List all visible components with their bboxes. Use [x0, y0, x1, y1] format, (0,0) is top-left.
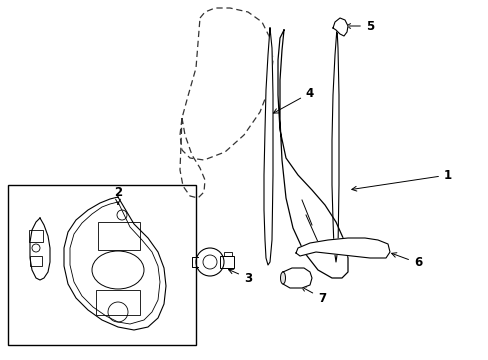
Bar: [8, 185, 196, 345]
Text: 5: 5: [345, 19, 373, 32]
Text: 4: 4: [273, 86, 313, 113]
Polygon shape: [332, 18, 347, 36]
Polygon shape: [331, 28, 338, 262]
Polygon shape: [282, 268, 311, 288]
Bar: [220, 256, 234, 268]
Bar: [98, 222, 140, 250]
Polygon shape: [264, 28, 272, 265]
Polygon shape: [295, 238, 389, 258]
Text: 1: 1: [351, 168, 451, 191]
Bar: [30, 256, 42, 266]
Polygon shape: [278, 30, 347, 278]
Text: 2: 2: [114, 185, 122, 204]
Bar: [224, 252, 231, 256]
Bar: [29, 230, 43, 242]
Text: 3: 3: [228, 269, 251, 284]
Text: 7: 7: [301, 287, 325, 305]
Ellipse shape: [280, 272, 285, 284]
Bar: [96, 290, 140, 315]
Text: 6: 6: [391, 253, 421, 270]
